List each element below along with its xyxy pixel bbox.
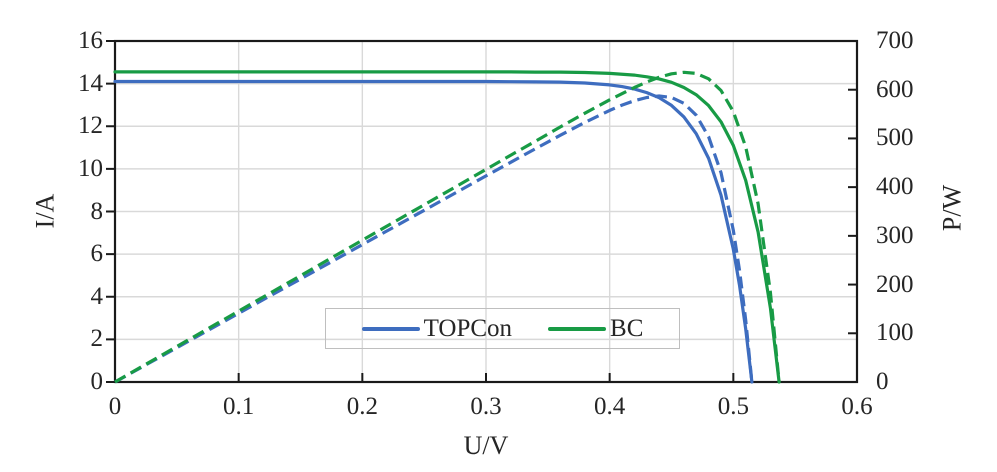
legend-label-bc: BC — [610, 314, 644, 342]
left-axis-tick-label: 0 — [90, 368, 104, 395]
x-axis-tick-label: 0 — [108, 393, 122, 420]
right-axis-tick-label: 300 — [876, 221, 914, 249]
left-axis-tick-label: 10 — [78, 154, 103, 182]
legend-item-bc: BC — [548, 315, 643, 343]
x-axis-tick-label: 0.3 — [470, 393, 502, 420]
right-axis-tick-label: 100 — [876, 319, 914, 347]
left-axis-title: I/A — [30, 193, 60, 229]
legend-item-topcon: TOPCon — [361, 314, 513, 343]
right-axis-tick-label: 200 — [876, 270, 914, 298]
left-axis-tick-label: 4 — [90, 282, 104, 310]
x-axis-tick-label: 0.2 — [346, 393, 378, 420]
x-axis-tick-label: 0.5 — [717, 393, 749, 420]
curve-topcon-iv — [113, 79, 754, 384]
x-axis-tick-label: 0.1 — [223, 393, 255, 420]
left-axis-tick-label: 8 — [90, 197, 104, 225]
left-axis-tick-label: 14 — [78, 69, 103, 97]
topcon-line-swatch — [361, 326, 420, 331]
left-axis-tick-label: 6 — [90, 240, 104, 268]
right-axis-tick-label: 500 — [876, 124, 914, 152]
curve-bc-iv — [113, 70, 781, 384]
left-axis-tick-label: 2 — [90, 325, 104, 353]
right-axis-title: P/W — [937, 184, 967, 232]
right-axis-tick-label: 600 — [876, 75, 914, 103]
legend-label-topcon: TOPCon — [423, 314, 513, 342]
left-axis-tick-label: 12 — [78, 112, 103, 140]
right-axis-tick-label: 400 — [876, 173, 914, 201]
right-axis-tick-label: 700 — [876, 27, 914, 54]
x-axis-title: U/V — [463, 431, 509, 460]
right-axis-tick-label: 0 — [876, 368, 889, 395]
bc-line-swatch — [548, 326, 607, 331]
x-axis-tick-label: 0.6 — [841, 393, 873, 420]
x-axis-tick-label: 0.4 — [594, 393, 626, 420]
curve-bc-pv — [114, 70, 781, 384]
left-axis-tick-label: 16 — [78, 27, 103, 54]
legend: TOPCon BC — [325, 308, 680, 349]
curve-topcon-pv — [114, 94, 754, 384]
